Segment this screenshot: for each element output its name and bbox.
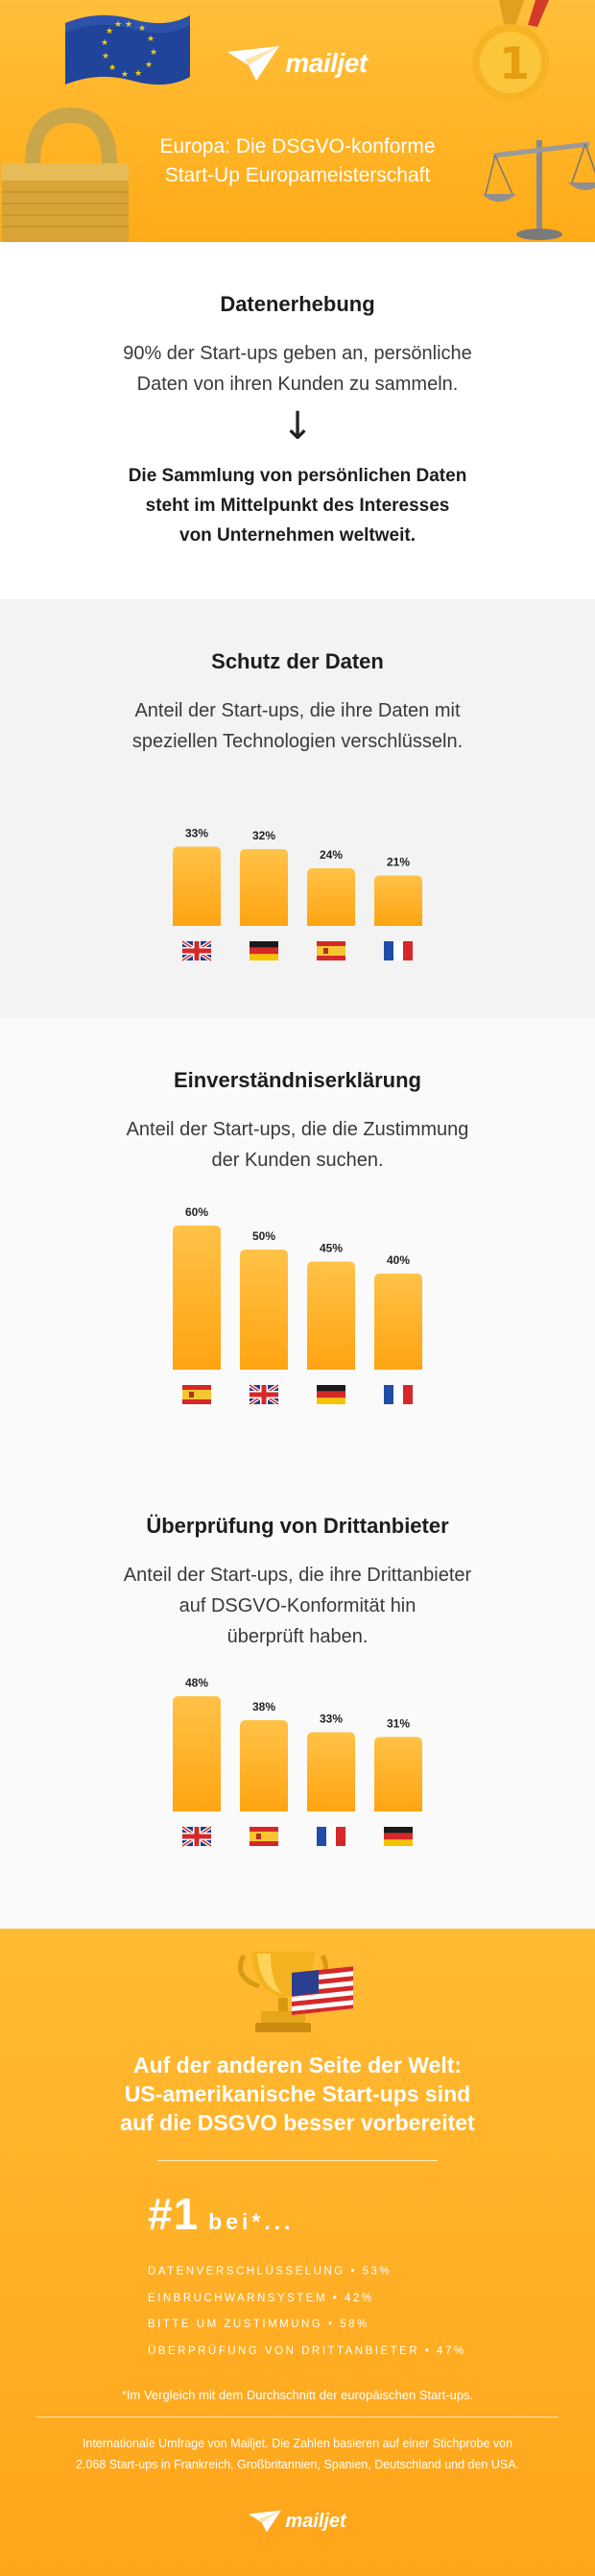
chart-subtitle: Anteil der Start-ups, die ihre Drittanbi… (123, 1565, 472, 1647)
svg-text:★: ★ (114, 20, 122, 30)
section-data-collection: Datenerhebung 90% der Start-ups geben an… (0, 242, 595, 599)
bar-value-label: 21% (387, 856, 410, 869)
section-data-protection: Schutz der Daten Anteil der Start-ups, d… (0, 599, 595, 1018)
rank-heading: #1 bei*... (148, 2188, 295, 2240)
list-item: Einbruchwarnsystem • 42% (148, 2292, 374, 2304)
bar-value-label: 45% (320, 1242, 343, 1255)
brand-logo: mailjet (0, 46, 595, 85)
bar (307, 1261, 355, 1370)
svg-text:★: ★ (134, 69, 142, 79)
eu-flag-icon: ★ ★★ ★★★ ★★★ ★★★ (65, 14, 190, 85)
bar (374, 875, 422, 926)
svg-text:★: ★ (101, 38, 108, 48)
section-third-party: Überprüfung von Drittanbieter Anteil der… (0, 1470, 595, 1929)
bar (173, 1226, 221, 1370)
page-title: Europa: Die DSGVO-konforme Start-Up Euro… (159, 135, 436, 186)
bar (374, 1737, 422, 1811)
paper-plane-icon (249, 2510, 282, 2533)
svg-text:★: ★ (106, 27, 113, 36)
flag-fr-icon (384, 1385, 413, 1404)
footer-brand-logo: mailjet (0, 2510, 595, 2538)
brand-name: mailjet (285, 48, 368, 78)
down-arrow-icon: ↓ (281, 404, 314, 449)
bar-value-label: 24% (320, 848, 343, 862)
bar (374, 1274, 422, 1370)
flag-de-icon (317, 1385, 345, 1404)
bar-value-label: 60% (185, 1205, 208, 1219)
flag-uk-icon (180, 939, 213, 962)
flag-es-icon (182, 1385, 211, 1404)
bar (173, 846, 221, 926)
bar (240, 1250, 288, 1370)
bar-value-label: 48% (185, 1676, 208, 1689)
flag-es-icon (317, 941, 345, 960)
svg-text:★: ★ (147, 35, 155, 44)
list-item: Überprüfung von Drittanbieter • 47% (148, 2345, 466, 2357)
trophy-us-flag-icon (238, 1952, 353, 2032)
rank-list: Datenverschlüsselung • 53% Einbruchwarns… (148, 2259, 466, 2365)
bar (240, 849, 288, 926)
bar-chart-encryption: 33% 32% 24% 21% (173, 827, 422, 962)
source-note: Internationale Umfrage von Mailjet. Die … (75, 2437, 520, 2471)
section-conclusion: Die Sammlung von persönlichen Daten steh… (128, 466, 467, 546)
footer-title: Auf der anderen Seite der Welt: US-ameri… (120, 2053, 475, 2135)
svg-text:★: ★ (102, 52, 109, 61)
svg-text:★: ★ (150, 48, 157, 58)
medal-icon: 1 (472, 0, 549, 101)
section-consent: Einverständniserklärung Anteil der Start… (0, 1018, 595, 1470)
bar (307, 868, 355, 926)
flag-fr-icon (317, 1827, 345, 1846)
chart-title: Überprüfung von Drittanbieter (146, 1514, 449, 1538)
flag-uk-icon (248, 1383, 280, 1406)
bar-chart-third-party: 48% 38% 33% 31% (173, 1676, 422, 1848)
bar-value-label: 40% (387, 1253, 410, 1267)
svg-text:★: ★ (138, 24, 146, 34)
section-text: 90% der Start-ups geben an, persönliche … (123, 343, 472, 395)
divider (36, 2417, 559, 2418)
footnote: *Im Vergleich mit dem Durchschnitt der e… (121, 2388, 474, 2402)
chart-subtitle: Anteil der Start-ups, die ihre Daten mit… (131, 700, 464, 752)
svg-text:★: ★ (125, 20, 132, 30)
chart-title: Einverständniserklärung (174, 1068, 421, 1092)
svg-text:★: ★ (145, 61, 153, 70)
padlock-icon (2, 107, 129, 242)
hero-header: ★ ★ ★ ★ ★ ★ ★ ★ ★ ★ ★ ★ 1 (0, 0, 595, 242)
bar (173, 1696, 221, 1811)
bar-value-label: 31% (387, 1717, 410, 1731)
bar (240, 1720, 288, 1811)
divider (157, 2160, 438, 2161)
flag-uk-icon (180, 1825, 213, 1848)
bar-value-label: 38% (252, 1700, 275, 1713)
svg-text:★: ★ (108, 63, 116, 73)
bar-value-label: 32% (252, 829, 275, 842)
flag-de-icon (250, 941, 278, 960)
scales-icon (484, 140, 595, 240)
flag-fr-icon (384, 941, 413, 960)
bar-value-label: 33% (185, 827, 208, 840)
footer-us-comparison: Auf der anderen Seite der Welt: US-ameri… (0, 1929, 595, 2576)
bar-value-label: 50% (252, 1229, 275, 1243)
brand-name: mailjet (285, 2510, 346, 2532)
bar-value-label: 33% (320, 1713, 343, 1726)
flag-de-icon (384, 1827, 413, 1846)
chart-title: Schutz der Daten (211, 649, 384, 673)
rank-suffix: bei*... (208, 2209, 295, 2234)
list-item: Datenverschlüsselung • 53% (148, 2266, 393, 2277)
bar (307, 1732, 355, 1811)
section-title: Datenerhebung (220, 292, 375, 316)
bar-chart-consent: 60% 50% 45% 40% (173, 1205, 422, 1406)
flag-es-icon (250, 1827, 278, 1846)
paper-plane-icon (227, 46, 280, 81)
list-item: Bitte um Zustimmung • 58% (148, 2319, 369, 2330)
svg-text:★: ★ (121, 70, 129, 80)
rank-number: #1 (148, 2189, 200, 2239)
svg-text:1: 1 (499, 37, 530, 89)
chart-subtitle: Anteil der Start-ups, die die Zustimmung… (126, 1119, 469, 1171)
